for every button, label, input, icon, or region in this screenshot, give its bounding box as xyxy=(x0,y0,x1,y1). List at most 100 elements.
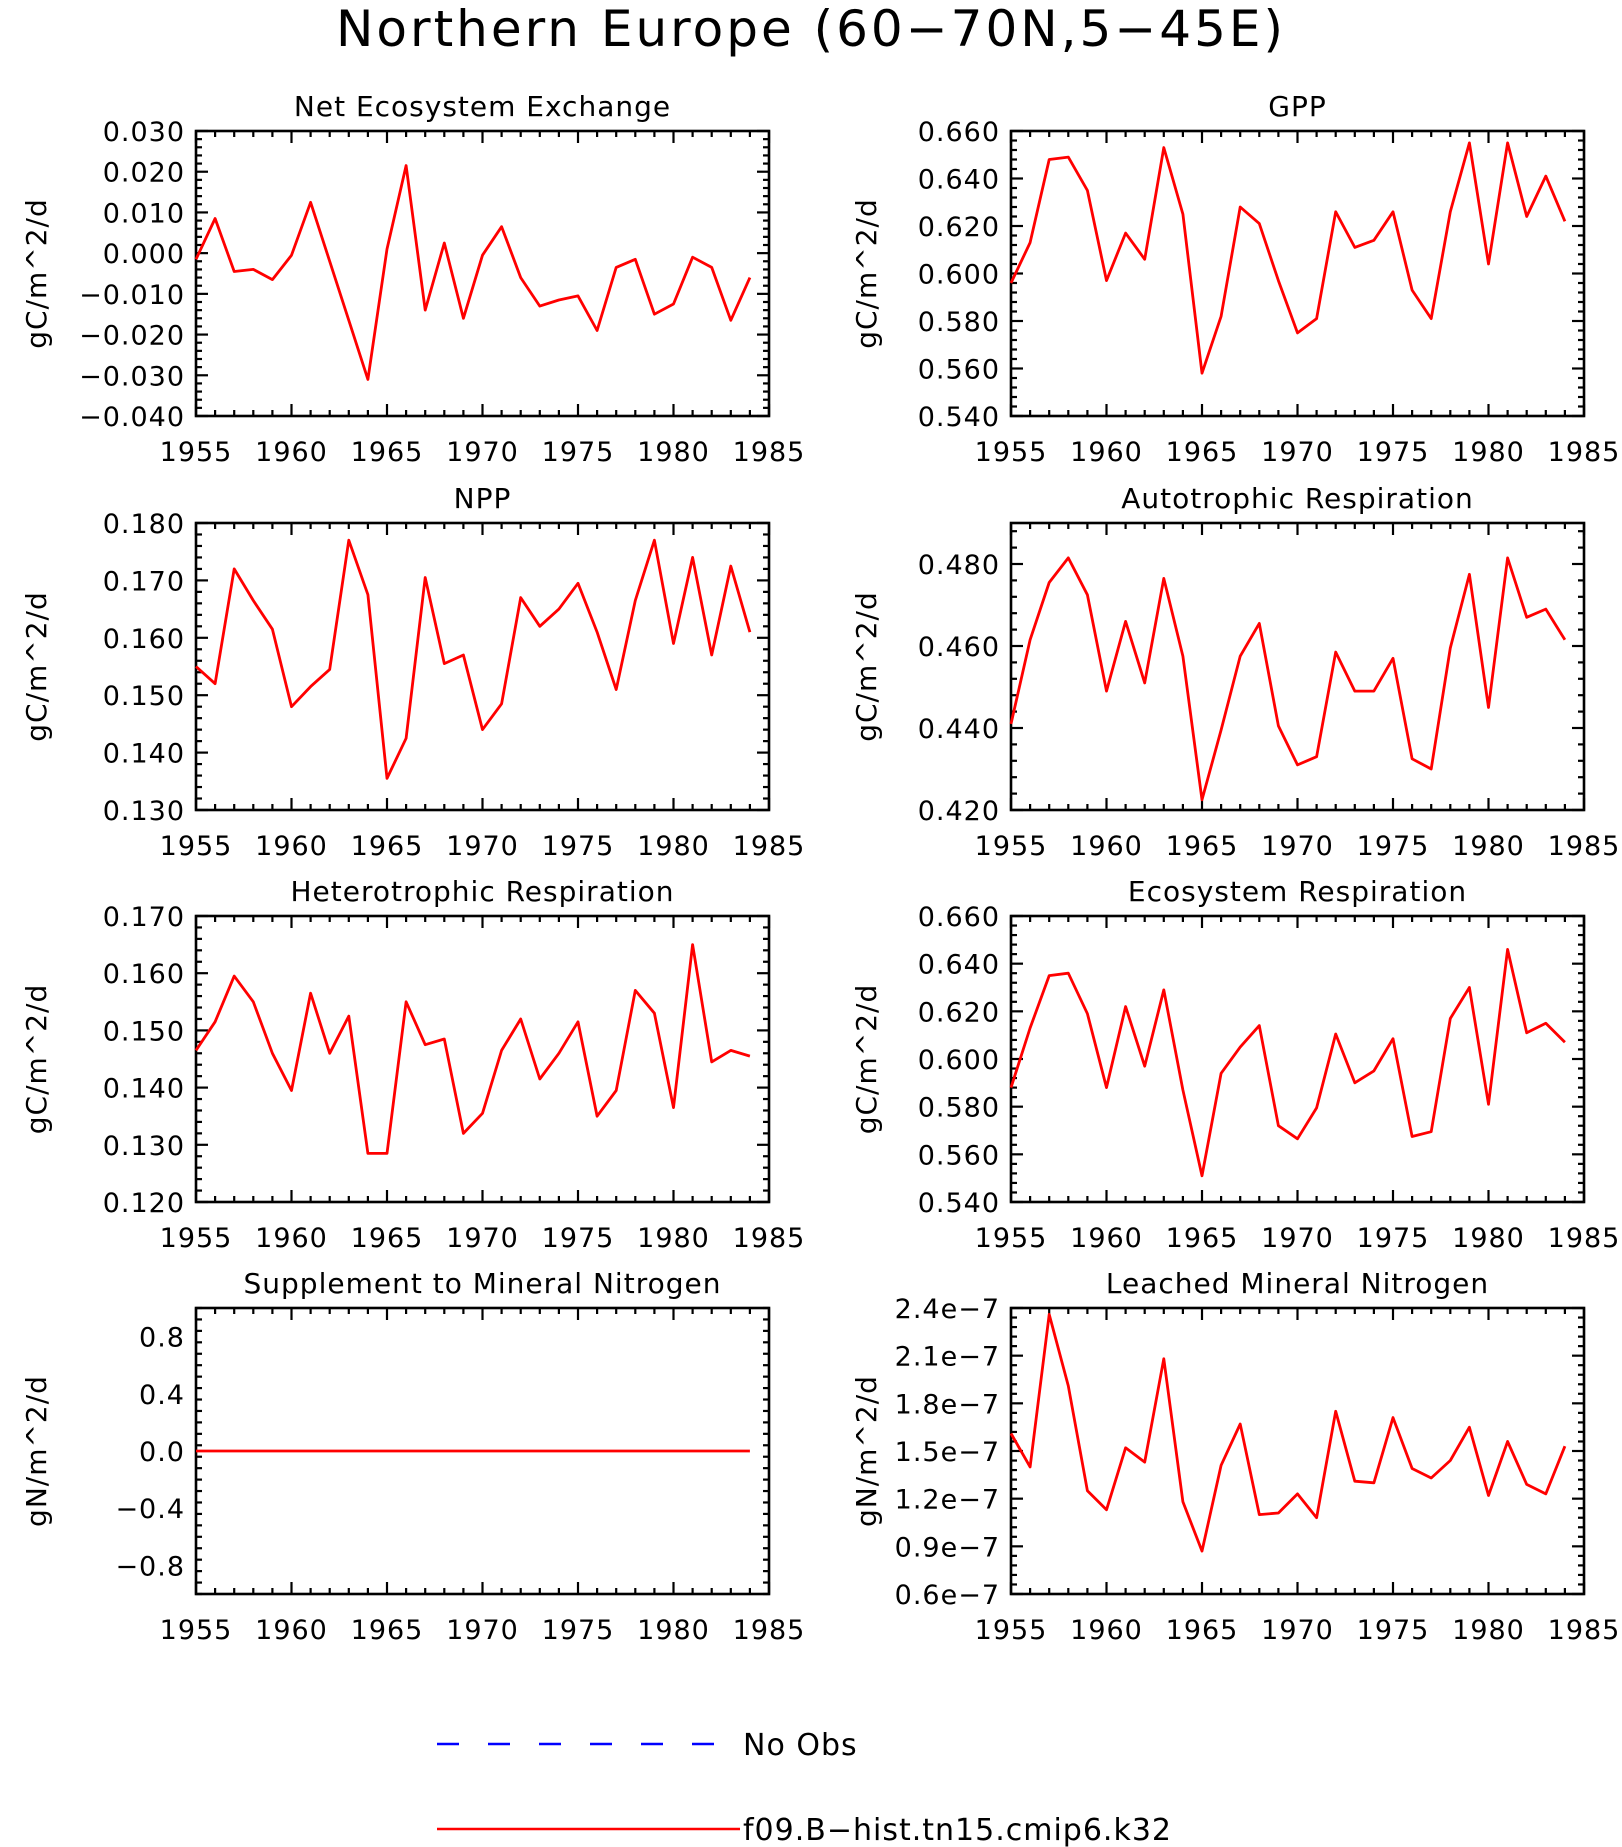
y-axis-label: gN/m^2/d xyxy=(850,1375,883,1527)
plot-frame xyxy=(1009,521,1586,812)
x-tick-label: 1985 xyxy=(733,437,806,468)
y-axis-label: gN/m^2/d xyxy=(20,1375,53,1527)
panel-net-ecosystem-exchange: 1955 1960 1965 1970 1975 1980 1985 −0.040 −0.030… xyxy=(20,90,806,468)
y-tick-label: 0.120 xyxy=(103,1188,185,1219)
panel-title: Supplement to Mineral Nitrogen xyxy=(244,1267,722,1300)
y-tick-label: 0.640 xyxy=(918,165,1000,196)
y-tick-label: 0.160 xyxy=(103,959,185,990)
y-tick-label: 0.480 xyxy=(918,550,1000,581)
y-tick-label: 0.660 xyxy=(918,117,1000,148)
y-tick-label: 0.660 xyxy=(918,902,1000,933)
y-tick-label: 0.130 xyxy=(103,1131,185,1162)
x-tick-label: 1970 xyxy=(446,1223,519,1254)
x-tick-label: 1980 xyxy=(1452,831,1525,862)
y-tick-label: 0.580 xyxy=(918,1093,1000,1124)
plot-frame xyxy=(194,129,771,418)
x-tick-label: 1975 xyxy=(1357,831,1430,862)
y-tick-label: 0.540 xyxy=(918,402,1000,433)
x-tick-label: 1960 xyxy=(1070,1223,1143,1254)
panel-heterotrophic-respiration: 1955 1960 1965 1970 1975 1980 1985 0.120 0.130 0.… xyxy=(20,875,806,1254)
x-tick-label: 1955 xyxy=(160,1223,233,1254)
y-tick-label: 0.640 xyxy=(918,950,1000,981)
x-tick-label: 1980 xyxy=(637,1615,710,1646)
y-tick-label: 0.000 xyxy=(103,239,185,270)
panel-title: GPP xyxy=(1268,90,1326,123)
x-tick-label: 1965 xyxy=(1166,437,1239,468)
y-axis-label: gC/m^2/d xyxy=(850,198,883,349)
y-tick-label: −0.030 xyxy=(79,361,185,392)
x-tick-label: 1975 xyxy=(542,1223,615,1254)
x-tick-label: 1980 xyxy=(637,1223,710,1254)
y-tick-label: 0.560 xyxy=(918,1140,1000,1171)
plot-frame xyxy=(1009,914,1586,1204)
panel-npp: 1955 1960 1965 1970 1975 1980 1985 0.130 0.140 0.… xyxy=(20,482,806,862)
panel-supplement-to-mineral-nitrogen: 1955 1960 1965 1970 1975 1980 1985 −0.8 −0.4 0.0 0… xyxy=(20,1267,806,1646)
y-tick-label: 1.2e−7 xyxy=(895,1485,1000,1516)
y-tick-label: 0.620 xyxy=(918,997,1000,1028)
x-tick-label: 1960 xyxy=(1070,437,1143,468)
x-tick-label: 1975 xyxy=(542,437,615,468)
panel-title: Net Ecosystem Exchange xyxy=(294,90,671,123)
y-tick-label: −0.020 xyxy=(79,321,185,352)
panel-title: NPP xyxy=(454,482,512,515)
plot-frame xyxy=(194,914,771,1204)
series-line-0 xyxy=(194,164,752,381)
series-line-0 xyxy=(1009,1313,1567,1553)
x-tick-label: 1970 xyxy=(1261,1223,1334,1254)
y-tick-label: 0.170 xyxy=(103,566,185,597)
figure-title: Northern Europe (60−70N,5−45E) xyxy=(336,0,1286,58)
y-tick-label: 0.140 xyxy=(103,1074,185,1105)
y-axis-label: gC/m^2/d xyxy=(850,591,883,742)
y-tick-label: 0.180 xyxy=(103,509,185,540)
x-tick-label: 1960 xyxy=(255,437,328,468)
x-tick-label: 1965 xyxy=(1166,831,1239,862)
x-tick-label: 1975 xyxy=(542,1615,615,1646)
x-tick-label: 1955 xyxy=(975,1615,1048,1646)
x-tick-label: 1955 xyxy=(975,437,1048,468)
y-tick-label: 0.440 xyxy=(918,714,1000,745)
y-tick-label: 2.4e−7 xyxy=(895,1294,1000,1325)
x-tick-label: 1985 xyxy=(733,831,806,862)
x-tick-label: 1985 xyxy=(1548,1223,1621,1254)
x-tick-label: 1965 xyxy=(351,831,424,862)
y-tick-label: −0.4 xyxy=(115,1494,185,1525)
x-tick-label: 1960 xyxy=(255,831,328,862)
y-tick-label: 0.160 xyxy=(103,624,185,655)
x-tick-label: 1955 xyxy=(160,437,233,468)
legend-entry-no-obs: No Obs xyxy=(437,1728,857,1763)
y-tick-label: 0.150 xyxy=(103,681,185,712)
panel-autotrophic-respiration: 1955 1960 1965 1970 1975 1980 1985 0.420 0.440 0.… xyxy=(850,482,1619,862)
y-tick-label: 0.560 xyxy=(918,355,1000,386)
y-tick-label: 0.8 xyxy=(139,1323,185,1354)
panel-gpp: 1955 1960 1965 1970 1975 1980 1985 0.540 0.560 0.… xyxy=(850,90,1621,468)
x-tick-label: 1970 xyxy=(446,831,519,862)
y-tick-label: 2.1e−7 xyxy=(895,1342,1000,1373)
x-tick-label: 1960 xyxy=(1070,831,1143,862)
y-tick-label: 0.6e−7 xyxy=(895,1580,1000,1611)
legend-label-model: f09.B−hist.tn15.cmip6.k32 xyxy=(743,1813,1172,1847)
panel-title: Heterotrophic Respiration xyxy=(291,875,675,908)
x-tick-label: 1975 xyxy=(1357,437,1430,468)
x-tick-label: 1960 xyxy=(255,1615,328,1646)
x-tick-label: 1980 xyxy=(637,831,710,862)
x-tick-label: 1985 xyxy=(1548,437,1621,468)
x-tick-label: 1985 xyxy=(1548,1615,1621,1646)
y-tick-label: 0.010 xyxy=(103,198,185,229)
x-tick-label: 1975 xyxy=(1357,1615,1430,1646)
y-tick-label: 0.140 xyxy=(103,739,185,770)
x-tick-label: 1965 xyxy=(351,1223,424,1254)
y-tick-label: 0.600 xyxy=(918,260,1000,291)
panel-title: Leached Mineral Nitrogen xyxy=(1106,1267,1489,1300)
series-line-0 xyxy=(195,538,752,780)
y-tick-label: 1.8e−7 xyxy=(895,1389,1000,1420)
x-tick-label: 1985 xyxy=(733,1223,806,1254)
y-tick-label: 0.620 xyxy=(918,212,1000,243)
x-tick-label: 1965 xyxy=(351,437,424,468)
y-tick-label: 0.420 xyxy=(918,796,1000,827)
x-tick-label: 1980 xyxy=(1452,437,1525,468)
y-tick-label: 1.5e−7 xyxy=(895,1437,1000,1468)
x-tick-label: 1985 xyxy=(733,1615,806,1646)
x-tick-label: 1970 xyxy=(1261,437,1334,468)
plot-frame xyxy=(1009,1306,1586,1596)
y-axis-label: gC/m^2/d xyxy=(850,984,883,1135)
